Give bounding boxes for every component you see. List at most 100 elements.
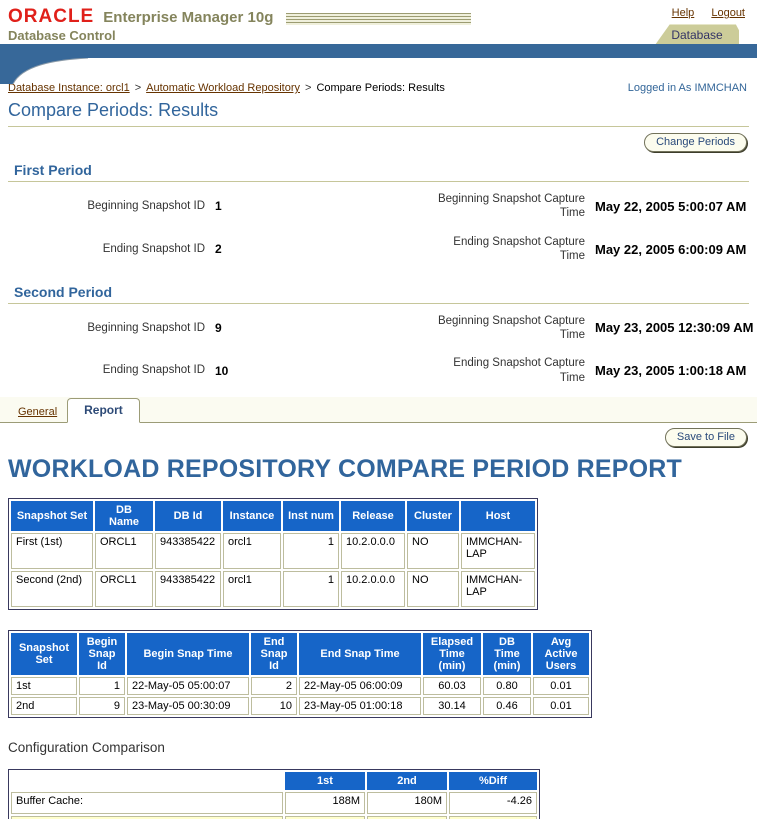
begin-snapshot-id-value: 1 (215, 199, 222, 214)
table-cell: NO (407, 571, 459, 607)
column-header: End Snap Time (299, 633, 421, 675)
table-cell: 1 (283, 533, 339, 569)
table-row: Second (2nd) ORCL1 943385422 orcl1 1 10.2.0.0… (11, 571, 535, 607)
report-heading: WORKLOAD REPOSITORY COMPARE PERIOD REPOR… (8, 455, 682, 483)
help-link[interactable]: Help (671, 7, 695, 19)
logged-in-as: Logged in As IMMCHAN (627, 82, 747, 94)
table-cell: 22-May-05 06:00:09 (299, 677, 421, 695)
table-cell: -4.26 (449, 792, 537, 814)
table-cell: 1 (79, 677, 125, 695)
table-cell: 0.00 (449, 816, 537, 819)
column-header: Release (341, 501, 405, 531)
breadcrumb-link-awr[interactable]: Automatic Workload Repository (146, 82, 300, 94)
end-snapshot-id-label: Ending Snapshot ID (102, 364, 205, 377)
table-row: 1st 1 22-May-05 05:00:07 2 22-May-05 06:00:0… (11, 677, 589, 695)
table-row: 2nd 9 23-May-05 00:30:09 10 23-May-05 01:00:… (11, 697, 589, 715)
column-header: DB Id (155, 501, 221, 531)
product-title: Enterprise Manager 10g (103, 9, 274, 26)
oracle-logo: ORACLE (8, 6, 95, 27)
breadcrumb-separator: > (134, 82, 142, 94)
column-header: End Snap Id (251, 633, 297, 675)
begin-snapshot-id-label: Beginning Snapshot ID (87, 200, 205, 213)
table-cell: 8K (285, 816, 365, 819)
tab-general[interactable]: General (8, 402, 67, 422)
page-title: Compare Periods: Results (8, 100, 219, 120)
end-snapshot-id-value: 10 (215, 363, 229, 378)
breadcrumb: Database Instance: orcl1 > Automatic Workl… (8, 82, 445, 94)
table-cell: 180M (367, 792, 447, 814)
header-stripes-decoration (286, 13, 472, 26)
table-cell: 1st (11, 677, 77, 695)
nav-bar (0, 44, 757, 58)
tab-general-link[interactable]: General (18, 406, 58, 418)
subtab-bar: General Report (0, 397, 757, 423)
table-header-row: 1st 2nd %Diff (11, 772, 537, 790)
table-cell: 9 (79, 697, 125, 715)
table-cell: 943385422 (155, 571, 221, 607)
table-cell: ORCL1 (95, 533, 153, 569)
begin-capture-time-value: May 22, 2005 5:00:07 AM (595, 198, 747, 214)
column-header: Instance (223, 501, 281, 531)
table-cell: orcl1 (223, 571, 281, 607)
end-capture-time-label: Ending Snapshot Capture Time (453, 235, 585, 263)
first-period-heading: First Period (14, 162, 92, 178)
database-tab[interactable]: Database (655, 24, 739, 45)
table-cell: 2nd (11, 697, 77, 715)
table-cell: 60.03 (423, 677, 481, 695)
table-cell: 0.46 (483, 697, 531, 715)
column-header: Cluster (407, 501, 459, 531)
save-to-file-button[interactable]: Save to File (664, 428, 747, 447)
breadcrumb-current: Compare Periods: Results (316, 82, 445, 94)
table-cell: IMMCHAN-LAP (461, 533, 535, 569)
table-cell: NO (407, 533, 459, 569)
tab-report[interactable]: Report (67, 398, 140, 423)
end-capture-time-value: May 22, 2005 6:00:09 AM (595, 241, 747, 257)
table-row: Std Block Size:8K8K0.00 (11, 816, 537, 819)
change-periods-button[interactable]: Change Periods (644, 133, 747, 152)
column-header: Begin Snap Id (79, 633, 125, 675)
end-snapshot-id-label: Ending Snapshot ID (102, 242, 205, 255)
column-header: 2nd (367, 772, 447, 790)
table-cell: 0.01 (533, 677, 589, 695)
second-period-heading: Second Period (14, 283, 113, 300)
column-header: Snapshot Set (11, 501, 93, 531)
first-period-details: Beginning Snapshot ID 1 Beginning Snapsh… (0, 192, 757, 264)
database-control-label: Database Control (8, 28, 116, 43)
end-capture-time-value: May 23, 2005 1:00:18 AM (595, 363, 747, 379)
second-period-details: Beginning Snapshot ID 9 Beginning Snapsh… (0, 314, 757, 386)
table-header-row: Snapshot Set Begin Snap Id Begin Snap Time… (11, 633, 589, 675)
table-cell: 943385422 (155, 533, 221, 569)
column-header: DB Name (95, 501, 153, 531)
table-cell: 10 (251, 697, 297, 715)
table-cell: 2 (251, 677, 297, 695)
column-header: %Diff (449, 772, 537, 790)
column-header: Begin Snap Time (127, 633, 249, 675)
masthead: ORACLE Enterprise Manager 10g Database C… (0, 0, 757, 84)
column-header: Host (461, 501, 535, 531)
table-cell: ORCL1 (95, 571, 153, 607)
table-cell: orcl1 (223, 533, 281, 569)
column-header: Snapshot Set (11, 633, 77, 675)
logo-row: ORACLE Enterprise Manager 10g (8, 6, 472, 28)
table-cell: Std Block Size: (11, 816, 283, 819)
column-header: Elapsed Time (min) (423, 633, 481, 675)
table-cell: 0.01 (533, 697, 589, 715)
begin-capture-time-label: Beginning Snapshot Capture Time (437, 193, 585, 220)
table-cell: 30.14 (423, 697, 481, 715)
first-period-rule (8, 181, 749, 182)
table-cell: 10.2.0.0.0 (341, 571, 405, 607)
table-cell: 23-May-05 01:00:18 (299, 697, 421, 715)
breadcrumb-link-database-instance[interactable]: Database Instance: orcl1 (8, 82, 130, 94)
table-header-row: Snapshot Set DB Name DB Id Instance Inst num… (11, 501, 535, 531)
table-cell: IMMCHAN-LAP (461, 571, 535, 607)
second-period-rule (8, 302, 749, 304)
table-cell: 22-May-05 05:00:07 (127, 677, 249, 695)
table-cell: 0.80 (483, 677, 531, 695)
breadcrumb-row: Database Instance: orcl1 > Automatic Workl… (8, 82, 747, 94)
begin-capture-time-label: Beginning Snapshot Capture Time (437, 314, 585, 341)
table-cell: First (1st) (11, 533, 93, 569)
column-header: 1st (285, 772, 365, 790)
snap-time-table: Snapshot Set Begin Snap Id Begin Snap Time… (8, 630, 592, 718)
logout-link[interactable]: Logout (711, 7, 745, 19)
